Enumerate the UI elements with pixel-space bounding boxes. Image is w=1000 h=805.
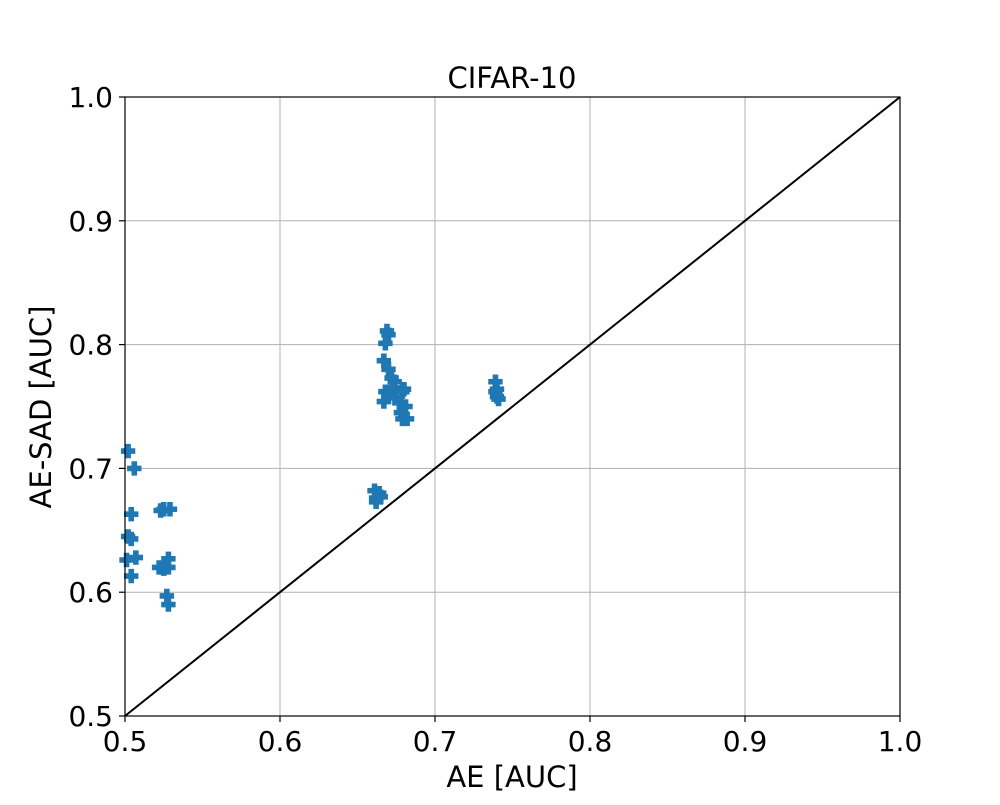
data-point — [120, 443, 136, 459]
data-point — [378, 384, 393, 399]
y-tick-label: 1.0 — [68, 81, 113, 114]
data-point — [161, 551, 176, 566]
reference-diagonal-line — [124, 96, 901, 717]
y-tick-label: 0.7 — [68, 452, 113, 485]
x-tick-label: 1.0 — [878, 725, 923, 758]
data-point — [161, 560, 176, 575]
data-points — [119, 323, 506, 612]
y-tick-label: 0.6 — [68, 576, 113, 609]
data-point — [376, 353, 392, 368]
data-point — [396, 381, 412, 397]
data-point — [392, 395, 407, 410]
data-point — [491, 391, 506, 407]
data-point — [381, 362, 396, 377]
data-point — [399, 411, 415, 427]
data-point — [381, 327, 396, 342]
data-point — [124, 568, 139, 584]
data-point — [162, 502, 178, 517]
data-point — [378, 336, 393, 351]
x-axis-label: AE [AUC] — [446, 760, 577, 794]
x-tick-label: 0.6 — [258, 725, 303, 758]
y-tick-label: 0.8 — [68, 329, 113, 362]
data-point — [119, 552, 134, 568]
data-point — [376, 394, 392, 409]
data-point — [373, 489, 388, 505]
data-point — [488, 374, 503, 389]
y-tick-label: 0.9 — [68, 205, 113, 238]
data-point — [488, 384, 503, 399]
axis-ticks: 0.5 0.6 0.7 0.8 0.9 1.0 0.5 0.6 0.7 0.8 0.9 1.0 — [68, 81, 922, 758]
y-axis-label: AE-SAD [AUC] — [24, 306, 58, 509]
data-point — [389, 390, 404, 406]
data-point — [384, 370, 399, 386]
data-point — [161, 597, 176, 612]
data-point — [368, 494, 384, 510]
data-point — [124, 531, 139, 547]
data-point — [398, 399, 413, 414]
x-tick-label: 0.8 — [568, 725, 613, 758]
data-point — [128, 550, 144, 565]
data-point — [159, 588, 175, 604]
data-point — [381, 389, 396, 404]
x-tick-label: 0.5 — [103, 725, 148, 758]
y-tick-label: 0.5 — [68, 700, 113, 733]
x-tick-label: 0.9 — [723, 725, 768, 758]
chart-title: CIFAR-10 — [448, 61, 577, 95]
plot-frame — [124, 96, 901, 717]
x-tick-label: 0.7 — [413, 725, 458, 758]
data-point — [124, 507, 139, 522]
data-point — [127, 461, 142, 476]
data-point — [385, 380, 401, 396]
